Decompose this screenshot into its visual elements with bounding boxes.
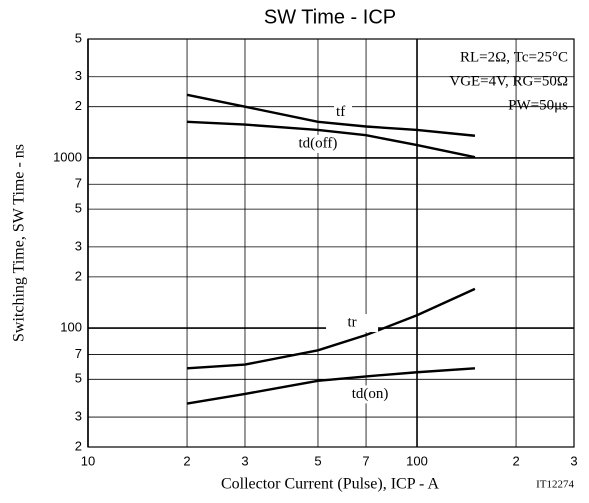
annotation: RL=2Ω, Tc=25°C [460,49,568,65]
series-label-bg [334,103,353,122]
x-tick-label: 2 [512,453,519,468]
x-axis-label: Collector Current (Pulse), ICP - A [221,476,439,493]
series-label: td(off) [299,135,338,151]
y-tick-label: 5 [75,371,82,386]
series-label-bg [326,314,379,333]
series-label: tf [336,104,345,120]
y-tick-label: 3 [75,68,82,83]
y-tick-label: 7 [75,346,82,361]
y-tick-label: 2 [75,438,82,453]
y-axis-label: Switching Time, SW Time - ns [11,144,28,342]
x-tick-label: 3 [570,453,577,468]
figure-code: IT12274 [536,479,574,491]
y-tick-label: 100 [60,320,82,335]
annotation: VGE=4V, RG=50Ω [449,73,568,89]
annotation: PW=50μs [508,97,568,113]
y-tick-label: 5 [75,201,82,216]
series-label-bg [344,385,397,404]
series-label: td(on) [352,386,389,402]
x-tick-label: 10 [81,453,95,468]
y-tick-label: 2 [75,268,82,283]
series-label: tr [347,314,356,330]
series-line [186,93,476,137]
y-tick-label: 1000 [53,149,82,164]
y-tick-label: 7 [75,176,82,191]
y-tick-label: 2 [75,98,82,113]
y-tick-label: 3 [75,238,82,253]
y-tick-label: 3 [75,408,82,423]
x-tick-label: 100 [406,453,428,468]
x-tick-label: 3 [241,453,248,468]
series-line [186,287,476,370]
plot-frame [87,38,575,448]
series-label-bg [291,134,344,153]
y-tick-label: 5 [75,30,82,45]
series-line [186,367,476,405]
chart-title: SW Time - ICP [264,6,396,28]
series-line [186,120,476,159]
x-tick-label: 5 [314,453,321,468]
x-tick-label: 7 [362,453,369,468]
x-tick-label: 2 [183,453,190,468]
